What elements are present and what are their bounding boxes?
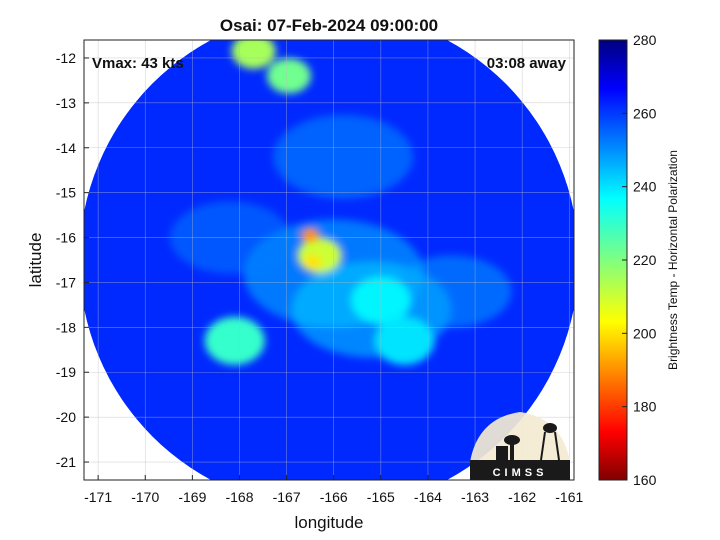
x-tick-label: -163	[461, 489, 489, 505]
colorbar-label: Brightness Temp - Horizontal Polarizatio…	[666, 150, 680, 370]
x-tick-label: -162	[508, 489, 536, 505]
x-tick-label: -169	[178, 489, 206, 505]
y-tick-label: -19	[56, 364, 76, 380]
brightness-feature	[374, 317, 434, 365]
colorbar-tick-label: 160	[633, 472, 657, 488]
x-axis-label: longitude	[294, 513, 363, 532]
x-tick-label: -164	[414, 489, 442, 505]
cimss-logo-text: CIMSS	[493, 467, 548, 479]
colorbar-tick-label: 180	[633, 399, 657, 415]
brightness-feature	[298, 238, 342, 273]
y-axis-label: latitude	[26, 233, 45, 288]
y-tick-label: -18	[56, 319, 76, 335]
colorbar-tick-label: 200	[633, 325, 657, 341]
y-tick-label: -17	[56, 274, 76, 290]
brightness-feature	[267, 58, 311, 93]
x-tick-label: -161	[555, 489, 583, 505]
time-away-annotation: 03:08 away	[487, 55, 567, 72]
brightness-feature	[205, 317, 265, 365]
brightness-feature	[301, 228, 319, 242]
y-tick-label: -16	[56, 230, 76, 246]
colorbar-tick-label: 260	[633, 105, 657, 121]
brightness-feature	[232, 34, 276, 69]
y-tick-label: -21	[56, 454, 76, 470]
chart-title: Osai: 07-Feb-2024 09:00:00	[220, 16, 438, 35]
y-tick-label: -13	[56, 95, 76, 111]
colorbar-tick-label: 220	[633, 252, 657, 268]
vmax-annotation: Vmax: 43 kts	[92, 55, 184, 72]
brightness-feature	[304, 255, 322, 269]
y-tick-label: -15	[56, 185, 76, 201]
y-tick-label: -14	[56, 140, 76, 156]
cloud-region	[392, 255, 512, 327]
cloud-region	[273, 115, 413, 199]
colorbar-tick-label: 280	[633, 32, 657, 48]
x-tick-label: -171	[84, 489, 112, 505]
y-tick-label: -20	[56, 409, 76, 425]
x-tick-label: -166	[320, 489, 348, 505]
y-tick-label: -12	[56, 50, 76, 66]
colorbar-tick-label: 240	[633, 179, 657, 195]
x-tick-label: -165	[367, 489, 395, 505]
x-tick-label: -170	[131, 489, 159, 505]
x-tick-label: -168	[225, 489, 253, 505]
x-tick-label: -167	[273, 489, 301, 505]
